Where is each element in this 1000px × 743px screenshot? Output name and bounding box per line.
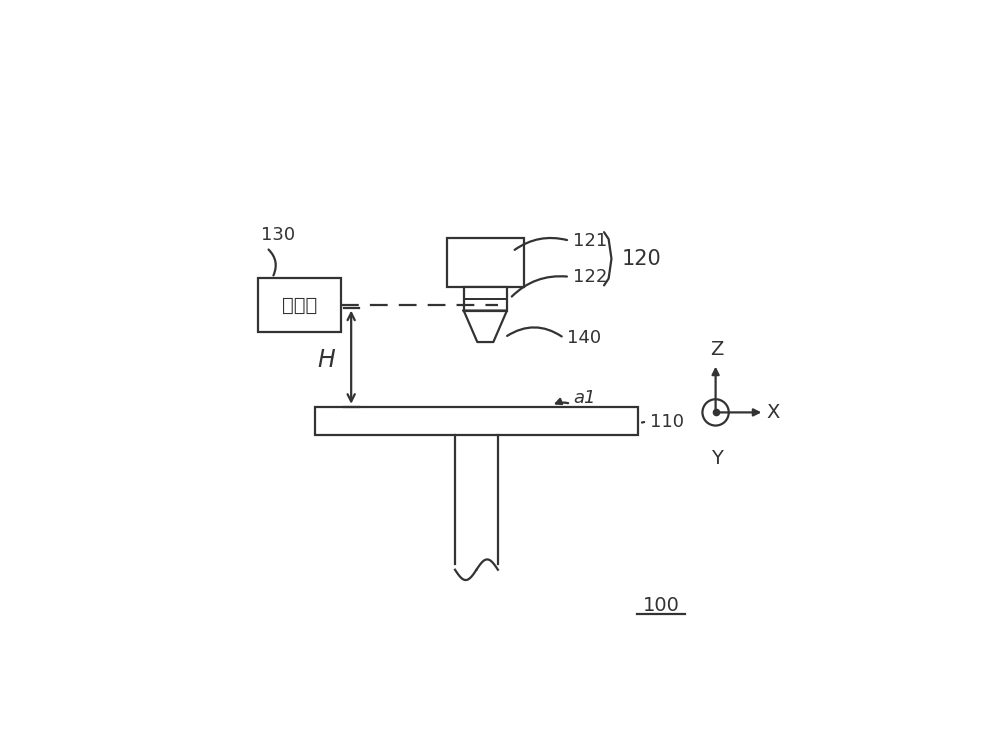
Text: a1: a1 bbox=[574, 389, 596, 407]
Text: 110: 110 bbox=[650, 413, 684, 431]
Text: 121: 121 bbox=[573, 232, 607, 250]
Bar bbox=[315, 406, 638, 435]
Text: 120: 120 bbox=[621, 249, 661, 269]
Text: 130: 130 bbox=[261, 226, 295, 244]
Bar bbox=[464, 287, 507, 311]
Text: X: X bbox=[766, 403, 779, 422]
Text: 140: 140 bbox=[567, 329, 601, 347]
Text: Y: Y bbox=[711, 449, 723, 467]
Text: 100: 100 bbox=[643, 597, 680, 615]
Bar bbox=[258, 278, 341, 332]
Text: 122: 122 bbox=[573, 267, 607, 286]
Text: H: H bbox=[318, 348, 335, 372]
Bar bbox=[447, 238, 524, 287]
Text: 控制器: 控制器 bbox=[282, 296, 317, 314]
Text: Z: Z bbox=[710, 340, 723, 359]
